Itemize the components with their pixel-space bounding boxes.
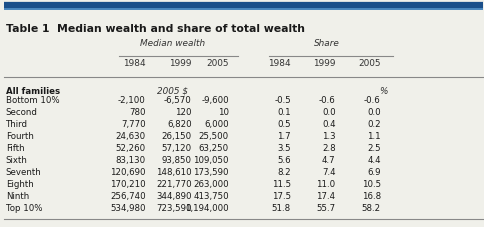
Text: Table 1  Median wealth and share of total wealth: Table 1 Median wealth and share of total… — [6, 24, 304, 34]
Text: All families: All families — [6, 86, 60, 95]
Text: 11.5: 11.5 — [272, 179, 290, 188]
Text: -0.6: -0.6 — [318, 96, 335, 105]
Text: 4.4: 4.4 — [366, 155, 380, 164]
Text: 83,130: 83,130 — [115, 155, 145, 164]
Text: 10.5: 10.5 — [361, 179, 380, 188]
Text: 0.5: 0.5 — [277, 120, 290, 128]
Text: 24,630: 24,630 — [115, 132, 145, 141]
Text: 2005: 2005 — [358, 59, 380, 68]
Text: Bottom 10%: Bottom 10% — [6, 96, 60, 105]
Text: 109,050: 109,050 — [193, 155, 228, 164]
Text: 1,194,000: 1,194,000 — [185, 203, 228, 212]
Text: Second: Second — [6, 108, 38, 117]
Text: 7,770: 7,770 — [121, 120, 145, 128]
Text: 1984: 1984 — [122, 59, 145, 68]
Text: 17.5: 17.5 — [272, 191, 290, 200]
Text: 3.5: 3.5 — [277, 143, 290, 152]
Text: 58.2: 58.2 — [361, 203, 380, 212]
Text: Eighth: Eighth — [6, 179, 33, 188]
Text: 170,210: 170,210 — [110, 179, 145, 188]
Text: 413,750: 413,750 — [193, 191, 228, 200]
Text: 52,260: 52,260 — [115, 143, 145, 152]
Text: 0.0: 0.0 — [366, 108, 380, 117]
Text: 2.8: 2.8 — [321, 143, 335, 152]
Text: 17.4: 17.4 — [316, 191, 335, 200]
Text: 55.7: 55.7 — [316, 203, 335, 212]
Text: 1999: 1999 — [169, 59, 191, 68]
Text: 11.0: 11.0 — [316, 179, 335, 188]
Text: 1.7: 1.7 — [277, 132, 290, 141]
Text: 120: 120 — [175, 108, 191, 117]
Text: 26,150: 26,150 — [161, 132, 191, 141]
Text: -2,100: -2,100 — [118, 96, 145, 105]
Text: Top 10%: Top 10% — [6, 203, 42, 212]
Text: %: % — [379, 86, 387, 95]
Text: 16.8: 16.8 — [361, 191, 380, 200]
Text: 780: 780 — [129, 108, 145, 117]
Text: 1.1: 1.1 — [366, 132, 380, 141]
Text: 6,000: 6,000 — [204, 120, 228, 128]
Text: 221,770: 221,770 — [156, 179, 191, 188]
Text: 534,980: 534,980 — [110, 203, 145, 212]
Text: Fourth: Fourth — [6, 132, 33, 141]
Text: Seventh: Seventh — [6, 167, 42, 176]
Text: 5.6: 5.6 — [277, 155, 290, 164]
Text: -9,600: -9,600 — [201, 96, 228, 105]
Text: 148,610: 148,610 — [156, 167, 191, 176]
Text: 1999: 1999 — [313, 59, 335, 68]
Text: 6.9: 6.9 — [366, 167, 380, 176]
Text: 120,690: 120,690 — [110, 167, 145, 176]
Text: 0.0: 0.0 — [321, 108, 335, 117]
Text: Share: Share — [314, 39, 340, 48]
Text: 25,500: 25,500 — [198, 132, 228, 141]
Text: 263,000: 263,000 — [193, 179, 228, 188]
Text: Fifth: Fifth — [6, 143, 24, 152]
Text: 173,590: 173,590 — [193, 167, 228, 176]
Text: Sixth: Sixth — [6, 155, 28, 164]
Text: 723,590: 723,590 — [156, 203, 191, 212]
Text: Third: Third — [6, 120, 28, 128]
Text: 93,850: 93,850 — [161, 155, 191, 164]
Text: 2005 $: 2005 $ — [156, 86, 187, 95]
Text: 0.2: 0.2 — [366, 120, 380, 128]
Text: 57,120: 57,120 — [161, 143, 191, 152]
Text: 4.7: 4.7 — [321, 155, 335, 164]
Text: 8.2: 8.2 — [277, 167, 290, 176]
Text: Ninth: Ninth — [6, 191, 29, 200]
Text: 10: 10 — [217, 108, 228, 117]
Text: -0.5: -0.5 — [273, 96, 290, 105]
Text: 51.8: 51.8 — [272, 203, 290, 212]
Text: Median wealth: Median wealth — [139, 39, 204, 48]
Text: 256,740: 256,740 — [110, 191, 145, 200]
Text: 63,250: 63,250 — [198, 143, 228, 152]
Text: 7.4: 7.4 — [321, 167, 335, 176]
Text: -0.6: -0.6 — [363, 96, 380, 105]
Text: -6,570: -6,570 — [164, 96, 191, 105]
Text: 1.3: 1.3 — [321, 132, 335, 141]
Text: 0.1: 0.1 — [277, 108, 290, 117]
Text: 2005: 2005 — [206, 59, 228, 68]
Text: 1984: 1984 — [268, 59, 290, 68]
Text: 344,890: 344,890 — [156, 191, 191, 200]
Text: 6,820: 6,820 — [166, 120, 191, 128]
Text: 0.4: 0.4 — [321, 120, 335, 128]
Text: 2.5: 2.5 — [366, 143, 380, 152]
